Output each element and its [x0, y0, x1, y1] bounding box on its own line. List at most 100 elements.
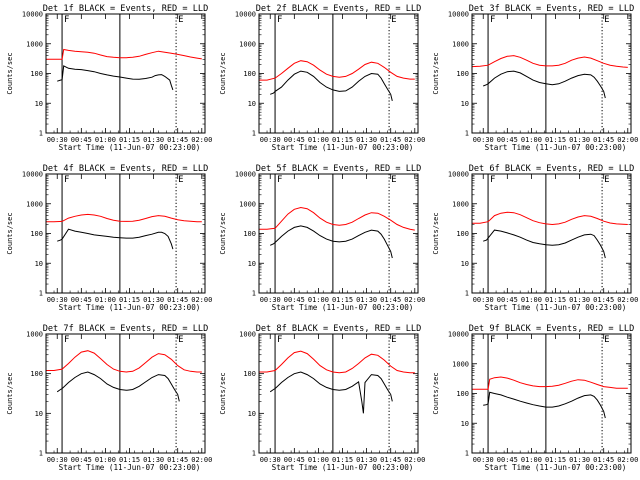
- y-tick-label: 10: [35, 100, 43, 108]
- x-tick-label: 01:45: [593, 456, 614, 464]
- x-tick-label: 01:30: [569, 456, 590, 464]
- series-line-lld: [472, 211, 628, 226]
- x-tick-label: 02:00: [191, 456, 212, 464]
- y-tick-label: 1: [465, 450, 469, 458]
- chart-title: Det 4f BLACK = Events, RED = LLD: [43, 164, 209, 174]
- y-tick-label: 1000: [452, 360, 469, 368]
- chart-panel-2: Det 2f BLACK = Events, RED = LLD Counts/s…: [219, 4, 425, 152]
- series-line-events: [269, 371, 393, 414]
- x-tick-label: 01:00: [521, 296, 542, 304]
- y-tick-label: 10: [461, 260, 469, 268]
- y-tick-label: 100: [456, 390, 469, 398]
- marker-letter: E: [604, 335, 609, 345]
- chart-title: Det 5f BLACK = Events, RED = LLD: [256, 164, 422, 174]
- marker-letter: E: [391, 175, 396, 185]
- x-tick-label: 01:00: [308, 296, 329, 304]
- chart-title: Det 2f BLACK = Events, RED = LLD: [256, 4, 422, 14]
- marker-letter: E: [178, 15, 183, 25]
- marker-letter: F: [64, 335, 69, 345]
- x-tick-label: 00:45: [497, 456, 518, 464]
- x-axis-label: Start Time (11-Jun-07 00:23:00): [485, 463, 627, 472]
- y-tick-label: 10: [248, 410, 256, 418]
- x-tick-label: 02:00: [617, 136, 638, 144]
- plot-frame: [471, 333, 632, 454]
- y-tick-label: 1000: [239, 331, 256, 339]
- x-tick-label: 00:30: [473, 136, 494, 144]
- x-tick-label: 01:15: [332, 296, 353, 304]
- x-tick-label: 00:45: [497, 136, 518, 144]
- x-tick-label: 00:30: [260, 456, 281, 464]
- x-tick-label: 01:45: [380, 296, 401, 304]
- marker-letter: E: [604, 15, 609, 25]
- plot-frame: [471, 173, 632, 294]
- x-tick-label: 02:00: [617, 296, 638, 304]
- y-tick-label: 100: [30, 230, 43, 238]
- y-tick-label: 1: [465, 290, 469, 298]
- x-tick-label: 01:15: [332, 456, 353, 464]
- marker-letter: F: [277, 15, 282, 25]
- x-tick-label: 00:30: [260, 136, 281, 144]
- chart-title: Det 3f BLACK = Events, RED = LLD: [469, 4, 635, 14]
- series-line-lld: [259, 60, 415, 81]
- y-tick-label: 1: [39, 290, 43, 298]
- y-tick-label: 10: [35, 410, 43, 418]
- plot-frame: [258, 13, 419, 134]
- series-line-lld: [46, 213, 202, 223]
- y-tick-label: 1: [39, 450, 43, 458]
- x-tick-label: 01:30: [143, 456, 164, 464]
- x-tick-label: 01:00: [95, 456, 116, 464]
- x-tick-label: 01:00: [308, 136, 329, 144]
- y-tick-label: 10000: [22, 11, 43, 19]
- y-axis-label: Counts/sec: [219, 212, 227, 254]
- plot-frame: [45, 173, 206, 294]
- y-tick-label: 1000: [26, 331, 43, 339]
- marker-letter: F: [490, 175, 495, 185]
- marker-letter: F: [490, 15, 495, 25]
- x-tick-label: 01:00: [95, 296, 116, 304]
- x-tick-label: 02:00: [191, 136, 212, 144]
- x-tick-label: 01:00: [521, 456, 542, 464]
- marker-letter: F: [64, 15, 69, 25]
- marker-letter: F: [64, 175, 69, 185]
- x-tick-label: 01:30: [569, 136, 590, 144]
- x-axis-label: Start Time (11-Jun-07 00:23:00): [59, 143, 201, 152]
- y-tick-label: 10000: [448, 331, 469, 339]
- y-tick-label: 1: [465, 130, 469, 138]
- series-line-events: [483, 391, 606, 419]
- x-tick-label: 00:45: [284, 136, 305, 144]
- x-tick-label: 01:30: [356, 296, 377, 304]
- x-tick-label: 01:45: [380, 456, 401, 464]
- marker-letter: E: [604, 175, 609, 185]
- x-tick-label: 02:00: [404, 136, 425, 144]
- y-tick-label: 1000: [452, 40, 469, 48]
- y-tick-label: 1: [252, 450, 256, 458]
- y-tick-label: 1000: [239, 40, 256, 48]
- y-tick-label: 10000: [235, 11, 256, 19]
- x-tick-label: 01:15: [545, 136, 566, 144]
- chart-title: Det 7f BLACK = Events, RED = LLD: [43, 324, 209, 334]
- y-tick-label: 10000: [22, 171, 43, 179]
- plot-frame: [45, 333, 206, 454]
- x-axis-label: Start Time (11-Jun-07 00:23:00): [272, 303, 414, 312]
- y-tick-label: 1: [252, 290, 256, 298]
- x-tick-label: 02:00: [617, 456, 638, 464]
- x-tick-label: 00:45: [284, 456, 305, 464]
- y-axis-label: Counts/sec: [219, 372, 227, 414]
- y-tick-label: 10: [35, 260, 43, 268]
- y-tick-label: 10000: [448, 171, 469, 179]
- x-axis-label: Start Time (11-Jun-07 00:23:00): [59, 303, 201, 312]
- x-tick-label: 01:30: [356, 136, 377, 144]
- y-tick-label: 10000: [235, 171, 256, 179]
- series-line-lld: [46, 48, 202, 60]
- chart-panel-9: Det 9f BLACK = Events, RED = LLD Counts/s…: [432, 324, 638, 472]
- marker-letter: F: [490, 335, 495, 345]
- x-tick-label: 00:45: [497, 296, 518, 304]
- chart-panel-4: Det 4f BLACK = Events, RED = LLD Counts/s…: [6, 164, 212, 312]
- y-tick-label: 1000: [452, 200, 469, 208]
- y-tick-label: 10: [248, 100, 256, 108]
- y-tick-label: 1: [252, 130, 256, 138]
- series-line-events: [483, 229, 606, 259]
- x-tick-label: 01:45: [167, 296, 188, 304]
- series-line-events: [483, 70, 606, 99]
